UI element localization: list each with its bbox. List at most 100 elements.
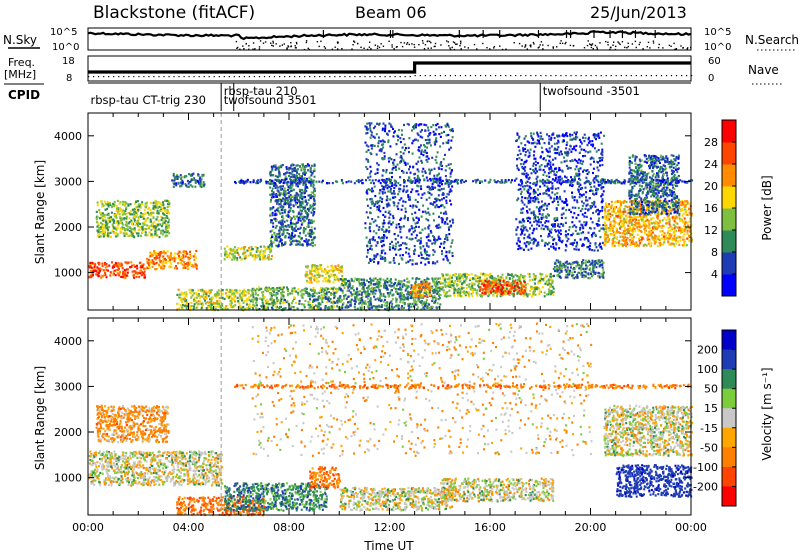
range-cell [397,281,400,284]
range-cell [393,186,396,190]
range-cell [327,296,330,299]
range-cell [348,289,351,292]
range-cell [399,230,402,234]
range-cell [106,213,109,216]
range-cell [186,257,189,260]
range-cell [193,292,196,295]
range-cell [415,123,418,126]
range-cell [146,266,149,270]
range-cell [382,122,385,125]
range-cell [304,204,307,208]
range-cell [278,170,281,173]
range-cell [291,173,294,176]
range-cell [392,214,395,218]
range-cell [134,202,137,205]
nave-point [93,76,95,78]
range-cell [309,288,312,291]
range-cell [252,287,255,290]
nsearch-point [331,48,334,50]
range-cell [249,253,252,256]
range-cell [330,287,333,290]
range-cell [368,226,371,229]
range-cell [409,196,412,199]
range-cell [431,299,434,303]
range-cell [233,292,236,295]
range-cell [285,201,288,204]
range-cell [295,221,298,224]
range-cell [289,219,292,222]
range-cell [538,292,541,295]
range-cell [448,262,451,265]
range-cell [120,231,123,234]
range-cell [388,156,391,159]
range-cell [403,303,406,306]
range-cell [426,305,429,308]
range-cell [143,212,146,216]
nave-point [485,75,487,77]
range-cell [297,194,300,197]
range-cell [437,298,440,301]
nsearch-point [635,46,637,49]
range-cell [262,290,265,294]
range-cell [173,255,176,258]
range-cell [274,174,277,177]
range-cell [181,263,184,266]
range-cell [313,168,316,171]
range-cell [289,307,292,310]
range-cell [99,226,102,229]
range-cell [190,305,193,308]
range-cell [399,188,402,191]
range-cell [325,294,328,297]
range-cell [388,280,390,283]
range-cell [397,306,400,309]
range-cell [483,274,486,277]
range-cell [241,290,244,293]
range-cell [279,206,282,209]
range-cell [358,302,361,305]
range-cell [283,286,285,289]
range-cell [313,276,316,279]
range-cell [154,225,157,228]
range-cell [388,220,391,223]
range-cell [150,213,153,216]
range-cell [272,222,275,225]
range-cell [233,258,236,261]
range-cell [353,305,356,308]
range-cell [138,205,141,208]
range-cell [294,199,297,202]
range-cell [298,177,300,180]
range-cell [195,306,198,309]
range-cell [382,146,385,149]
range-cell [422,167,425,170]
range-cell [435,204,438,207]
range-cell [167,256,170,259]
range-cell [478,286,480,289]
range-cell [264,300,267,303]
range-cell [444,169,447,172]
range-cell [413,305,415,308]
range-cell [312,179,315,182]
range-cell [303,216,306,219]
nave-point [304,76,306,78]
range-cell [248,305,251,308]
range-cell [383,230,385,233]
range-cell [165,215,168,218]
range-cell [474,274,477,277]
range-cell [282,185,285,188]
range-cell [446,124,449,127]
nave-point [218,76,220,78]
range-cell [264,254,266,257]
range-cell [151,259,154,262]
range-cell [369,297,372,300]
range-cell [426,146,429,149]
range-cell [290,289,293,292]
range-cell [400,295,403,298]
nsearch-point [639,41,641,44]
range-cell [121,217,124,220]
range-cell [401,169,403,173]
range-cell [309,270,312,273]
range-cell [217,292,220,295]
range-cell [424,252,427,255]
range-cell [277,289,280,293]
range-cell [404,297,407,300]
